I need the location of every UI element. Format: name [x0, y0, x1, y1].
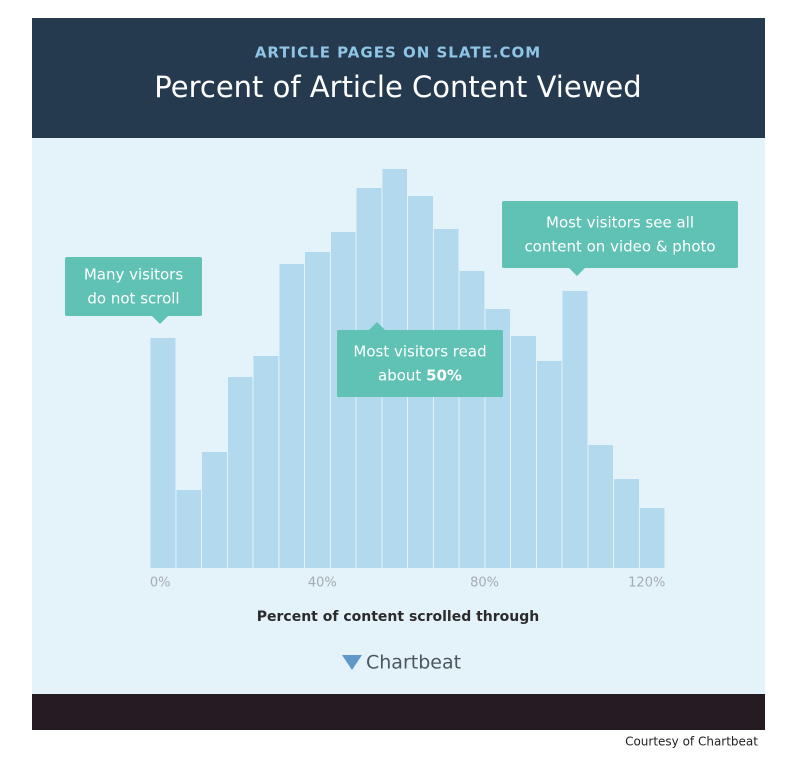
- bar: [588, 445, 613, 568]
- bar: [150, 338, 176, 568]
- logo-text: Chartbeat: [366, 652, 461, 674]
- callout-box: [337, 330, 503, 397]
- bar: [176, 490, 201, 568]
- header-band: [32, 18, 765, 138]
- chart-title: Percent of Article Content Viewed: [154, 70, 641, 104]
- callout-bold: 50%: [426, 366, 462, 384]
- callout-text: Many visitors: [84, 265, 184, 283]
- bar: [614, 479, 639, 568]
- callout-box: [502, 201, 738, 268]
- bar: [305, 252, 330, 568]
- bar: [253, 356, 279, 568]
- bar: [330, 232, 356, 568]
- bar: [202, 452, 227, 568]
- bar: [511, 336, 536, 568]
- callout-line: Most visitors read: [353, 342, 486, 360]
- callout-pointer: [569, 268, 585, 276]
- x-tick-label: 0%: [150, 576, 171, 591]
- x-tick-label: 80%: [470, 576, 499, 591]
- subtitle: ARTICLE PAGES ON SLATE.COM: [255, 44, 541, 62]
- callout-text: Most visitors read: [353, 342, 486, 360]
- callout-text: about 50%: [378, 366, 462, 384]
- callout-box: [65, 257, 202, 316]
- x-tick-label: 120%: [628, 576, 665, 591]
- callout-pointer: [152, 316, 168, 324]
- bar: [459, 271, 485, 568]
- callout-line: do not scroll: [87, 289, 179, 307]
- bar: [562, 291, 588, 568]
- bar: [433, 229, 459, 568]
- bar: [536, 361, 562, 568]
- credit: Courtesy of Chartbeat: [625, 735, 758, 749]
- callout-line: about: [378, 366, 426, 384]
- footer-band: [32, 694, 765, 730]
- logo-icon: [342, 655, 362, 670]
- callout-line: Most visitors see all: [546, 213, 694, 231]
- callout-text: content on video & photo: [524, 237, 715, 255]
- callout-text: do not scroll: [87, 289, 179, 307]
- callout-line: content on video & photo: [524, 237, 715, 255]
- bar: [639, 508, 665, 568]
- callout-text: Most visitors see all: [546, 213, 694, 231]
- bar: [279, 264, 304, 568]
- callout-pointer: [369, 322, 385, 330]
- x-tick-label: 40%: [308, 576, 337, 591]
- bar: [227, 377, 253, 568]
- callout-line: Many visitors: [84, 265, 184, 283]
- x-axis-label: Percent of content scrolled through: [257, 609, 539, 625]
